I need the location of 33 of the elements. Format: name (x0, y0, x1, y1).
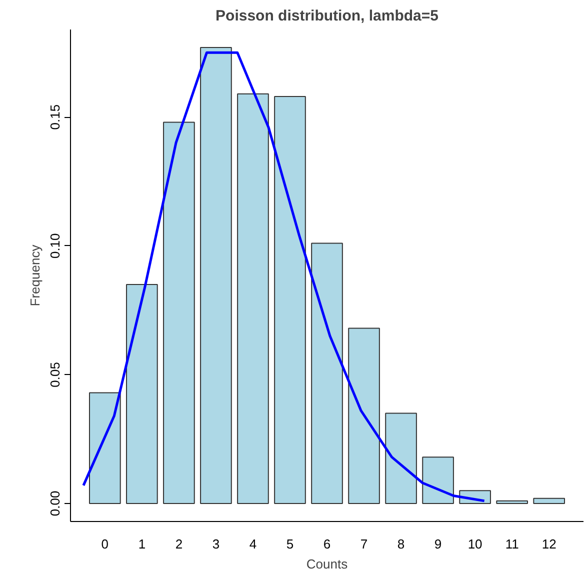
bar (274, 96, 306, 504)
bar (89, 392, 121, 504)
y-tick-label: 0.15 (48, 104, 62, 130)
bar (163, 122, 195, 504)
x-tick-label: 5 (286, 536, 294, 552)
chart-title: Poisson distribution, lambda=5 (216, 8, 438, 24)
bar (533, 498, 565, 504)
bar (200, 47, 232, 504)
y-tick-label: 0.05 (48, 362, 62, 388)
bar (311, 242, 343, 504)
x-tick-label: 8 (397, 536, 405, 552)
y-axis-title: Frequency (28, 244, 42, 306)
bar (422, 456, 454, 504)
x-tick-label: 2 (175, 536, 183, 552)
bar (126, 284, 158, 504)
x-tick-label: 10 (468, 536, 482, 552)
line-series (82, 51, 486, 502)
y-tick-label: 0.10 (48, 233, 62, 259)
x-tick-label: 3 (212, 536, 220, 552)
bar (496, 500, 528, 504)
x-tick-label: 6 (323, 536, 331, 552)
bar (237, 93, 269, 504)
y-tick-label: 0.00 (48, 490, 62, 516)
x-tick-label: 12 (542, 536, 556, 552)
x-tick-label: 9 (434, 536, 442, 552)
x-tick-label: 1 (138, 536, 146, 552)
x-tick-label: 7 (360, 536, 368, 552)
bar (348, 328, 380, 504)
x-tick-label: 4 (249, 536, 257, 552)
x-tick-label: 11 (505, 536, 519, 552)
x-axis-title: Counts (306, 556, 348, 572)
bar (385, 412, 417, 504)
x-tick-label: 0 (101, 536, 109, 552)
